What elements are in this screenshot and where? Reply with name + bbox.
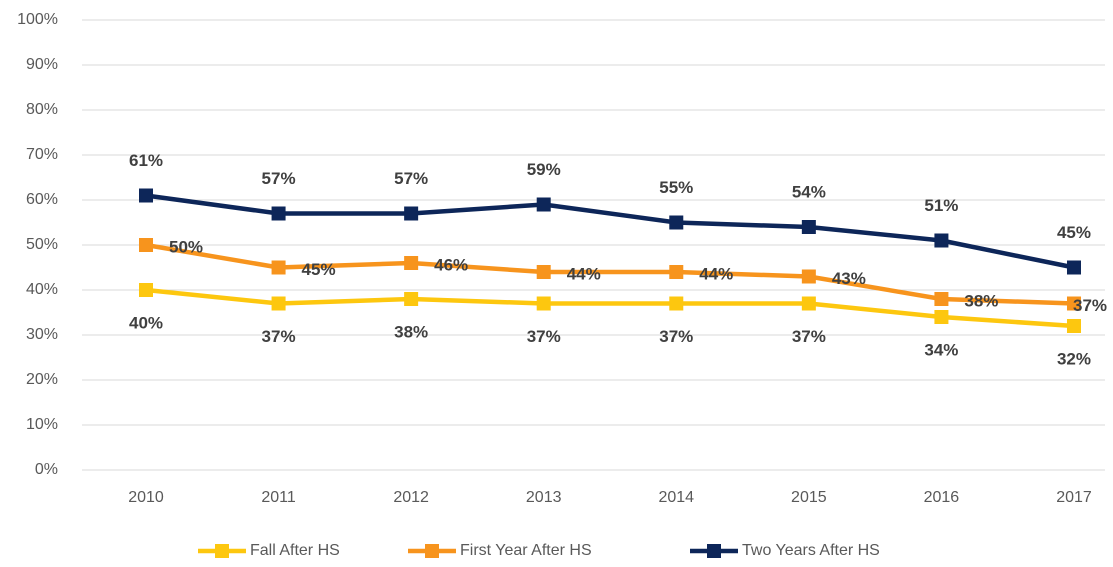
x-tick-label: 2016 bbox=[924, 489, 960, 506]
legend-marker bbox=[425, 544, 439, 558]
x-tick-label: 2015 bbox=[791, 489, 827, 506]
point-marker bbox=[271, 206, 286, 221]
data-label: 38% bbox=[394, 322, 428, 341]
point-marker bbox=[536, 197, 551, 212]
y-tick-label: 30% bbox=[26, 326, 58, 343]
data-label: 32% bbox=[1057, 349, 1091, 368]
data-label: 51% bbox=[924, 196, 958, 215]
data-label: 59% bbox=[527, 160, 561, 179]
data-label: 57% bbox=[394, 169, 428, 188]
data-label: 40% bbox=[129, 313, 163, 332]
data-label: 45% bbox=[1057, 223, 1091, 242]
legend-marker bbox=[707, 544, 721, 558]
data-label: 54% bbox=[792, 182, 826, 201]
point-marker bbox=[139, 283, 153, 297]
data-label: 45% bbox=[302, 260, 336, 279]
x-tick-label: 2010 bbox=[128, 489, 164, 506]
y-tick-label: 60% bbox=[26, 191, 58, 208]
data-label: 44% bbox=[699, 264, 733, 283]
y-tick-label: 50% bbox=[26, 236, 58, 253]
data-label: 55% bbox=[659, 178, 693, 197]
y-tick-label: 70% bbox=[26, 146, 58, 163]
point-marker bbox=[536, 296, 551, 311]
point-marker bbox=[404, 206, 419, 221]
y-tick-label: 0% bbox=[35, 461, 58, 478]
point-marker bbox=[669, 215, 684, 230]
series-line bbox=[145, 287, 1075, 329]
point-marker bbox=[536, 265, 551, 279]
y-tick-label: 10% bbox=[26, 416, 58, 433]
data-label: 44% bbox=[567, 264, 601, 283]
data-label: 38% bbox=[964, 291, 998, 310]
point-marker bbox=[669, 296, 684, 311]
y-tick-label: 40% bbox=[26, 281, 58, 298]
y-tick-label: 80% bbox=[26, 101, 58, 118]
point-marker bbox=[801, 269, 816, 284]
y-tick-label: 90% bbox=[26, 56, 58, 73]
data-label: 50% bbox=[169, 237, 203, 256]
x-tick-label: 2017 bbox=[1056, 489, 1092, 506]
x-tick-label: 2014 bbox=[658, 489, 694, 506]
data-label: 37% bbox=[1073, 296, 1107, 315]
point-marker bbox=[934, 233, 949, 248]
series-line bbox=[145, 242, 1075, 306]
point-marker bbox=[271, 296, 286, 311]
point-marker bbox=[1066, 319, 1081, 333]
legend-label: Fall After HS bbox=[250, 542, 340, 559]
x-tick-label: 2012 bbox=[393, 489, 429, 506]
x-tick-label: 2011 bbox=[261, 489, 296, 506]
series-line bbox=[145, 193, 1075, 270]
data-label: 61% bbox=[129, 151, 163, 170]
point-marker bbox=[404, 256, 419, 270]
point-marker bbox=[404, 292, 419, 306]
point-marker bbox=[934, 310, 949, 324]
y-tick-label: 100% bbox=[17, 11, 58, 28]
legend-marker bbox=[215, 544, 229, 558]
data-label: 37% bbox=[527, 327, 561, 346]
x-tick-label: 2013 bbox=[526, 489, 562, 506]
data-label: 46% bbox=[434, 255, 468, 274]
point-marker bbox=[139, 188, 153, 203]
data-label: 37% bbox=[659, 327, 693, 346]
point-marker bbox=[669, 265, 684, 279]
point-marker bbox=[1066, 296, 1081, 311]
data-label: 43% bbox=[832, 269, 866, 288]
point-marker bbox=[271, 260, 286, 275]
point-marker bbox=[1066, 260, 1081, 275]
legend-label: First Year After HS bbox=[460, 542, 592, 559]
point-marker bbox=[801, 296, 816, 311]
data-label: 37% bbox=[262, 327, 296, 346]
y-tick-label: 20% bbox=[26, 371, 58, 388]
data-label: 57% bbox=[262, 169, 296, 188]
data-label: 37% bbox=[792, 327, 826, 346]
point-marker bbox=[934, 292, 949, 306]
point-marker bbox=[801, 220, 816, 234]
legend-label: Two Years After HS bbox=[742, 542, 880, 559]
data-label: 34% bbox=[924, 340, 958, 359]
point-marker bbox=[139, 238, 153, 252]
